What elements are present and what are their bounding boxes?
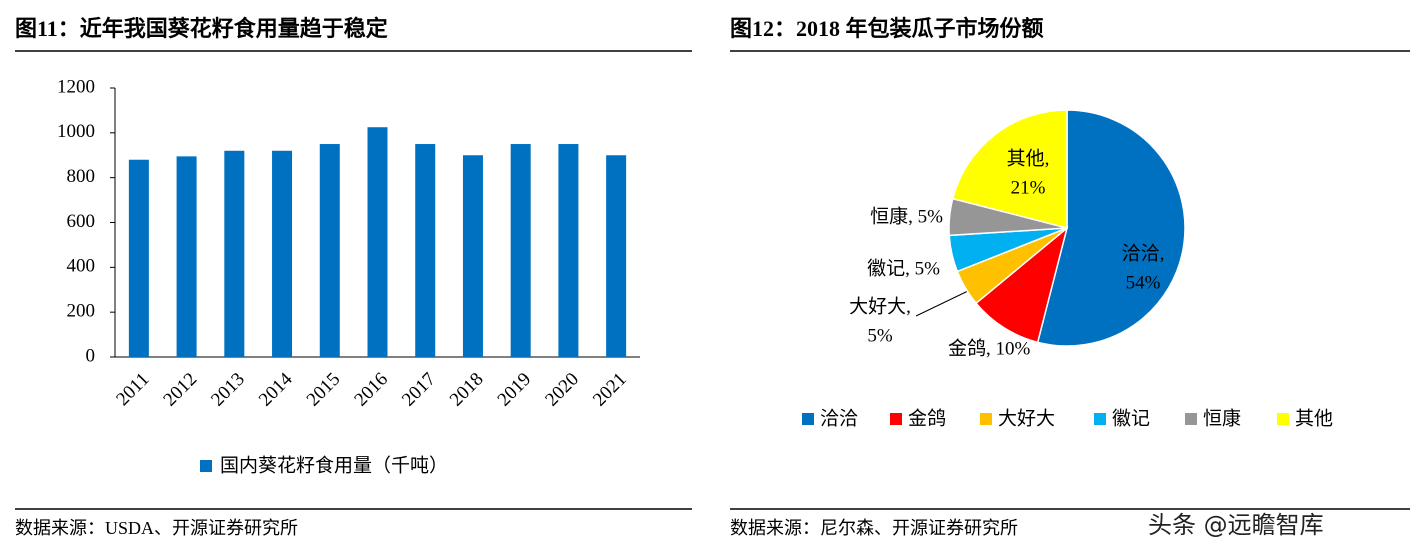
legend-label: 金鸽 <box>908 407 946 429</box>
y-tick-label: 600 <box>67 211 96 232</box>
legend-swatch <box>200 460 212 472</box>
y-tick-label: 200 <box>67 301 96 322</box>
bar <box>462 155 483 357</box>
y-tick-label: 1200 <box>57 76 95 97</box>
data-label: 21% <box>1011 177 1046 198</box>
pie-slice <box>951 109 1068 229</box>
legend-swatch <box>980 413 992 425</box>
bar <box>415 144 436 357</box>
pie-slice <box>975 225 1069 344</box>
data-label: 大好大, <box>849 295 911 317</box>
data-label: 5% <box>867 325 893 346</box>
bar <box>128 159 149 357</box>
bar <box>606 155 627 357</box>
legend-label: 大好大 <box>998 407 1055 429</box>
bar <box>510 144 531 357</box>
legend-swatch <box>802 413 814 425</box>
bar <box>272 150 293 357</box>
legend-swatch <box>1277 413 1289 425</box>
bar <box>176 156 197 357</box>
y-tick-label: 800 <box>67 166 96 187</box>
bar <box>224 150 245 357</box>
legend-label: 恒康 <box>1203 407 1241 429</box>
y-tick-label: 0 <box>86 345 96 366</box>
data-label: 54% <box>1126 272 1161 293</box>
source: 数据来源：尼尔森、开源证券研究所 <box>730 518 1018 538</box>
bar <box>367 127 388 358</box>
legend-swatch <box>1094 413 1106 425</box>
data-label: 洽洽, <box>1122 242 1165 264</box>
data-label: 恒康, 5% <box>870 205 943 227</box>
bar <box>319 144 340 357</box>
data-label: 金鸽, 10% <box>948 337 1031 359</box>
legend-label: 洽洽 <box>820 407 858 429</box>
legend-swatch <box>1185 413 1197 425</box>
chart-title: 图12：2018 年包装瓜子市场份额 <box>730 16 1044 41</box>
data-label: 徽记, 5% <box>867 257 940 279</box>
leader-line <box>915 290 969 317</box>
pie-slice <box>1036 109 1186 347</box>
legend-label: 国内葵花籽食用量（千吨） <box>220 454 448 476</box>
y-tick-label: 1000 <box>57 121 95 142</box>
bar <box>558 144 579 357</box>
chart-title: 图11：近年我国葵花籽食用量趋于稳定 <box>15 16 388 41</box>
y-tick-label: 400 <box>67 256 96 277</box>
legend-label: 其他 <box>1295 407 1333 429</box>
watermark: 头条 @远瞻智库 <box>1148 511 1324 539</box>
legend-swatch <box>890 413 902 425</box>
data-label: 其他, <box>1007 147 1050 169</box>
source: 数据来源：USDA、开源证券研究所 <box>15 518 298 538</box>
legend-label: 徽记 <box>1112 407 1150 429</box>
